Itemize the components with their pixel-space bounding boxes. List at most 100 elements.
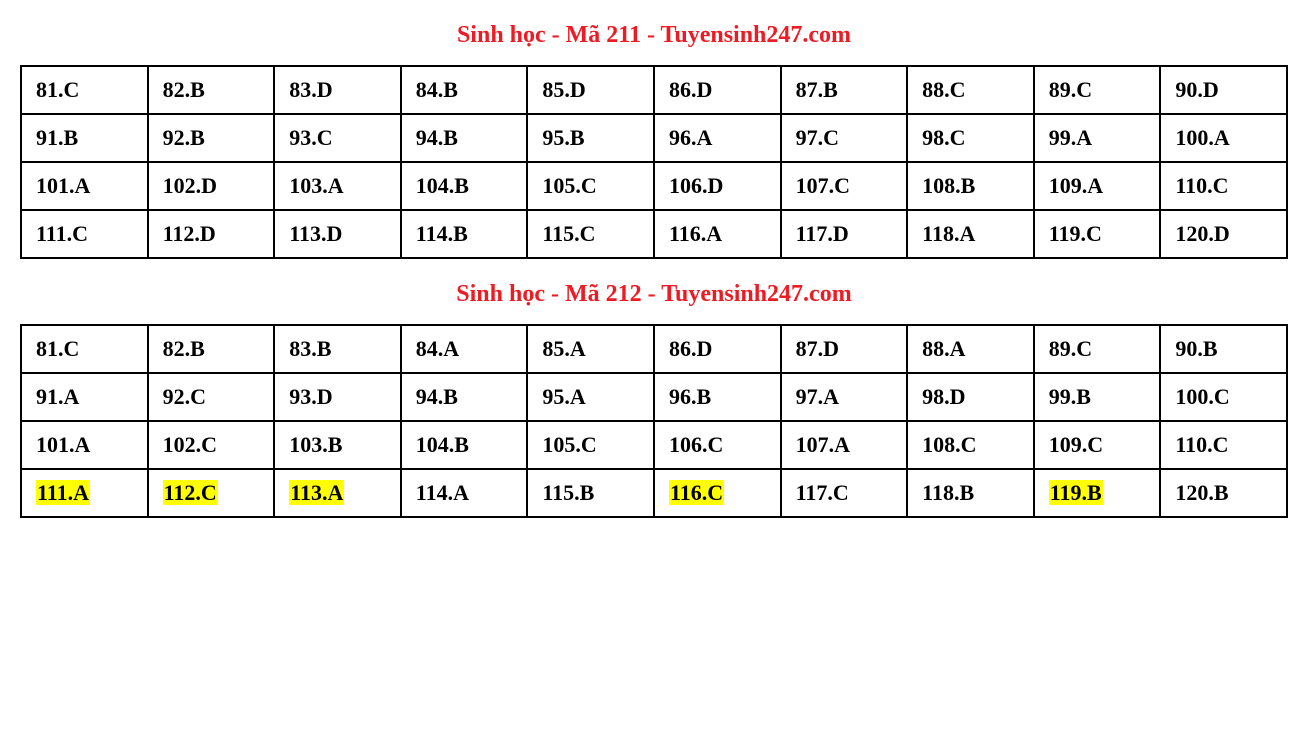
answer-table: 81.C82.B83.B84.A85.A86.D87.D88.A89.C90.B… [20,324,1288,518]
answer-cell: 87.D [781,325,908,373]
answer-cell: 93.D [274,373,401,421]
table-row: 81.C82.B83.D84.B85.D86.D87.B88.C89.C90.D [21,66,1287,114]
answer-cell: 113.A [274,469,401,517]
answer-cell: 86.D [654,66,781,114]
answer-text: 107.A [796,432,850,457]
answer-text: 96.B [669,384,711,409]
answer-text: 91.A [36,384,79,409]
answer-cell: 91.A [21,373,148,421]
answer-text: 99.A [1049,125,1092,150]
answer-text: 89.C [1049,336,1092,361]
answer-text: 120.B [1175,480,1228,505]
answer-text: 116.C [669,480,724,505]
answer-text: 101.A [36,173,90,198]
answer-cell: 81.C [21,325,148,373]
answer-cell: 103.B [274,421,401,469]
answer-cell: 84.A [401,325,528,373]
answer-cell: 108.B [907,162,1034,210]
answer-cell: 96.B [654,373,781,421]
answer-text: 117.D [796,221,849,246]
section-title: Sinh học - Mã 212 - Tuyensinh247.com [20,281,1288,308]
answer-cell: 95.A [527,373,654,421]
answer-text: 104.B [416,173,469,198]
section-title: Sinh học - Mã 211 - Tuyensinh247.com [20,22,1288,49]
answer-cell: 101.A [21,162,148,210]
answer-text: 90.B [1175,336,1217,361]
answer-text: 89.C [1049,77,1092,102]
answer-cell: 109.A [1034,162,1161,210]
answer-text: 100.C [1175,384,1229,409]
answer-cell: 99.A [1034,114,1161,162]
answer-text: 97.A [796,384,839,409]
answer-text: 107.C [796,173,850,198]
answer-text: 88.C [922,77,965,102]
answer-cell: 96.A [654,114,781,162]
answer-text: 95.B [542,125,584,150]
answer-cell: 92.C [148,373,275,421]
answer-cell: 95.B [527,114,654,162]
answer-text: 105.C [542,432,596,457]
answer-cell: 97.A [781,373,908,421]
answer-text: 84.B [416,77,458,102]
answer-cell: 91.B [21,114,148,162]
answer-text: 115.B [542,480,594,505]
answer-cell: 104.B [401,162,528,210]
answer-text: 119.B [1049,480,1103,505]
answer-cell: 87.B [781,66,908,114]
answer-cell: 100.A [1160,114,1287,162]
table-row: 81.C82.B83.B84.A85.A86.D87.D88.A89.C90.B [21,325,1287,373]
answer-text: 113.D [289,221,342,246]
table-row: 101.A102.C103.B104.B105.C106.C107.A108.C… [21,421,1287,469]
table-row: 91.A 92.C 93.D 94.B 95.A 96.B 97.A 98.D 99.B 100.… [21,373,1287,421]
answer-cell: 92.B [148,114,275,162]
answer-cell: 99.B [1034,373,1161,421]
answer-text: 102.C [163,432,217,457]
answer-cell: 90.B [1160,325,1287,373]
answer-cell: 107.A [781,421,908,469]
answer-cell: 115.C [527,210,654,258]
answer-cell: 113.D [274,210,401,258]
answer-cell: 117.D [781,210,908,258]
answer-cell: 115.B [527,469,654,517]
table-row: 111.C112.D113.D114.B115.C116.A117.D118.A… [21,210,1287,258]
answer-cell: 98.C [907,114,1034,162]
page-container: Sinh học - Mã 211 - Tuyensinh247.com 81.C… [0,0,1308,564]
answer-text: 104.B [416,432,469,457]
answer-cell: 105.C [527,421,654,469]
answer-text: 118.A [922,221,975,246]
answer-text: 112.C [163,480,218,505]
answer-text: 81.C [36,336,79,361]
answer-cell: 94.B [401,373,528,421]
answer-cell: 101.A [21,421,148,469]
answer-cell: 84.B [401,66,528,114]
answer-cell: 105.C [527,162,654,210]
answer-text: 117.C [796,480,849,505]
answer-text: 93.D [289,384,332,409]
answer-text: 90.D [1175,77,1218,102]
answer-cell: 106.D [654,162,781,210]
answer-cell: 104.B [401,421,528,469]
answer-text: 83.B [289,336,331,361]
answer-text: 119.C [1049,221,1102,246]
answer-cell: 116.A [654,210,781,258]
answer-text: 92.C [163,384,206,409]
answer-text: 116.A [669,221,722,246]
answer-text: 109.A [1049,173,1103,198]
answer-text: 98.D [922,384,965,409]
answer-text: 97.C [796,125,839,150]
answer-cell: 89.C [1034,66,1161,114]
answer-cell: 116.C [654,469,781,517]
answer-text: 95.A [542,384,585,409]
answer-text: 93.C [289,125,332,150]
answer-text: 112.D [163,221,216,246]
answer-cell: 118.A [907,210,1034,258]
answer-text: 110.C [1175,173,1228,198]
answer-cell: 93.C [274,114,401,162]
answer-cell: 98.D [907,373,1034,421]
answer-text: 85.A [542,336,585,361]
answer-text: 108.B [922,173,975,198]
answer-text: 113.A [289,480,344,505]
answer-text: 118.B [922,480,974,505]
answer-text: 91.B [36,125,78,150]
answer-cell: 112.C [148,469,275,517]
